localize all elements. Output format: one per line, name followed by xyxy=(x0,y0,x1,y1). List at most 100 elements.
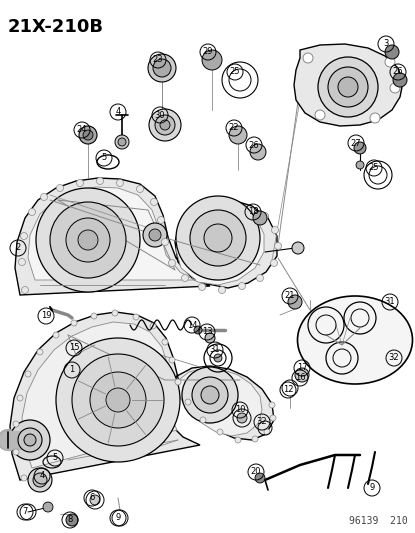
Circle shape xyxy=(71,320,77,326)
Circle shape xyxy=(274,243,281,249)
Circle shape xyxy=(192,377,228,413)
Circle shape xyxy=(50,202,126,278)
Circle shape xyxy=(269,402,275,408)
Circle shape xyxy=(22,287,29,294)
Text: 3: 3 xyxy=(383,39,389,49)
Polygon shape xyxy=(10,312,274,480)
Circle shape xyxy=(264,429,270,435)
Text: 32: 32 xyxy=(389,353,399,362)
Circle shape xyxy=(175,379,181,385)
Circle shape xyxy=(385,57,395,67)
Text: 15: 15 xyxy=(69,343,79,352)
Circle shape xyxy=(176,196,260,280)
Text: 23: 23 xyxy=(153,55,164,64)
Text: 32: 32 xyxy=(257,417,267,426)
Circle shape xyxy=(250,144,266,160)
Text: 24: 24 xyxy=(77,125,87,134)
Circle shape xyxy=(17,395,23,401)
Circle shape xyxy=(72,354,164,446)
Circle shape xyxy=(256,274,264,281)
Text: 25: 25 xyxy=(230,68,240,77)
Circle shape xyxy=(24,434,36,446)
Circle shape xyxy=(117,180,124,187)
Circle shape xyxy=(261,213,269,220)
Circle shape xyxy=(219,287,225,294)
Text: 20: 20 xyxy=(251,467,261,477)
Circle shape xyxy=(229,126,247,144)
Circle shape xyxy=(115,135,129,149)
Circle shape xyxy=(354,142,366,154)
Circle shape xyxy=(41,193,47,200)
Circle shape xyxy=(149,109,181,141)
Text: 25: 25 xyxy=(369,164,379,173)
Circle shape xyxy=(148,54,176,82)
Circle shape xyxy=(90,495,100,505)
Circle shape xyxy=(271,227,278,233)
Circle shape xyxy=(370,113,380,123)
Circle shape xyxy=(168,260,176,266)
Circle shape xyxy=(13,421,19,427)
Circle shape xyxy=(10,420,50,460)
Circle shape xyxy=(162,339,168,345)
Circle shape xyxy=(200,417,206,423)
Circle shape xyxy=(143,223,167,247)
Text: 21: 21 xyxy=(285,292,295,301)
Circle shape xyxy=(270,415,276,421)
Text: 1: 1 xyxy=(69,366,75,375)
Circle shape xyxy=(310,361,318,369)
Circle shape xyxy=(169,357,175,363)
Circle shape xyxy=(28,468,52,492)
Circle shape xyxy=(194,326,202,334)
Circle shape xyxy=(237,413,247,423)
Text: 29: 29 xyxy=(203,47,213,56)
Circle shape xyxy=(198,284,205,290)
Circle shape xyxy=(18,428,42,452)
Circle shape xyxy=(253,211,267,225)
Circle shape xyxy=(160,120,170,130)
Text: 31: 31 xyxy=(210,345,220,354)
Circle shape xyxy=(393,73,407,87)
Text: 9: 9 xyxy=(369,483,375,492)
Circle shape xyxy=(185,399,191,405)
Circle shape xyxy=(385,45,399,59)
Circle shape xyxy=(158,216,164,223)
Text: 19: 19 xyxy=(41,311,51,320)
Circle shape xyxy=(161,238,168,246)
Circle shape xyxy=(78,230,98,250)
Text: 21X-210B: 21X-210B xyxy=(8,18,104,36)
Circle shape xyxy=(91,313,97,319)
Text: 30: 30 xyxy=(155,110,165,119)
Circle shape xyxy=(118,138,126,146)
Circle shape xyxy=(292,242,304,254)
Text: 14: 14 xyxy=(187,320,197,329)
Circle shape xyxy=(155,115,175,135)
Text: 17: 17 xyxy=(297,364,308,373)
Text: 26: 26 xyxy=(249,141,259,149)
Circle shape xyxy=(328,67,368,107)
Circle shape xyxy=(315,110,325,120)
Circle shape xyxy=(201,386,219,404)
Circle shape xyxy=(235,437,241,443)
Circle shape xyxy=(252,436,258,442)
Circle shape xyxy=(25,371,31,377)
Text: 4: 4 xyxy=(39,472,45,481)
Circle shape xyxy=(83,130,93,140)
Polygon shape xyxy=(15,178,277,295)
Circle shape xyxy=(338,77,358,97)
Circle shape xyxy=(33,473,47,487)
Circle shape xyxy=(19,259,25,265)
Text: 9: 9 xyxy=(115,513,121,522)
Circle shape xyxy=(271,260,278,266)
Text: 5: 5 xyxy=(101,154,107,163)
Circle shape xyxy=(214,354,222,362)
Circle shape xyxy=(182,367,238,423)
Text: 16: 16 xyxy=(295,374,305,383)
Circle shape xyxy=(66,514,78,526)
Text: 22: 22 xyxy=(229,124,239,133)
Circle shape xyxy=(53,332,59,338)
Text: 12: 12 xyxy=(283,385,293,394)
Circle shape xyxy=(356,161,364,169)
Text: 5: 5 xyxy=(52,454,58,463)
Text: 4: 4 xyxy=(115,108,121,117)
Text: 2: 2 xyxy=(15,244,21,253)
